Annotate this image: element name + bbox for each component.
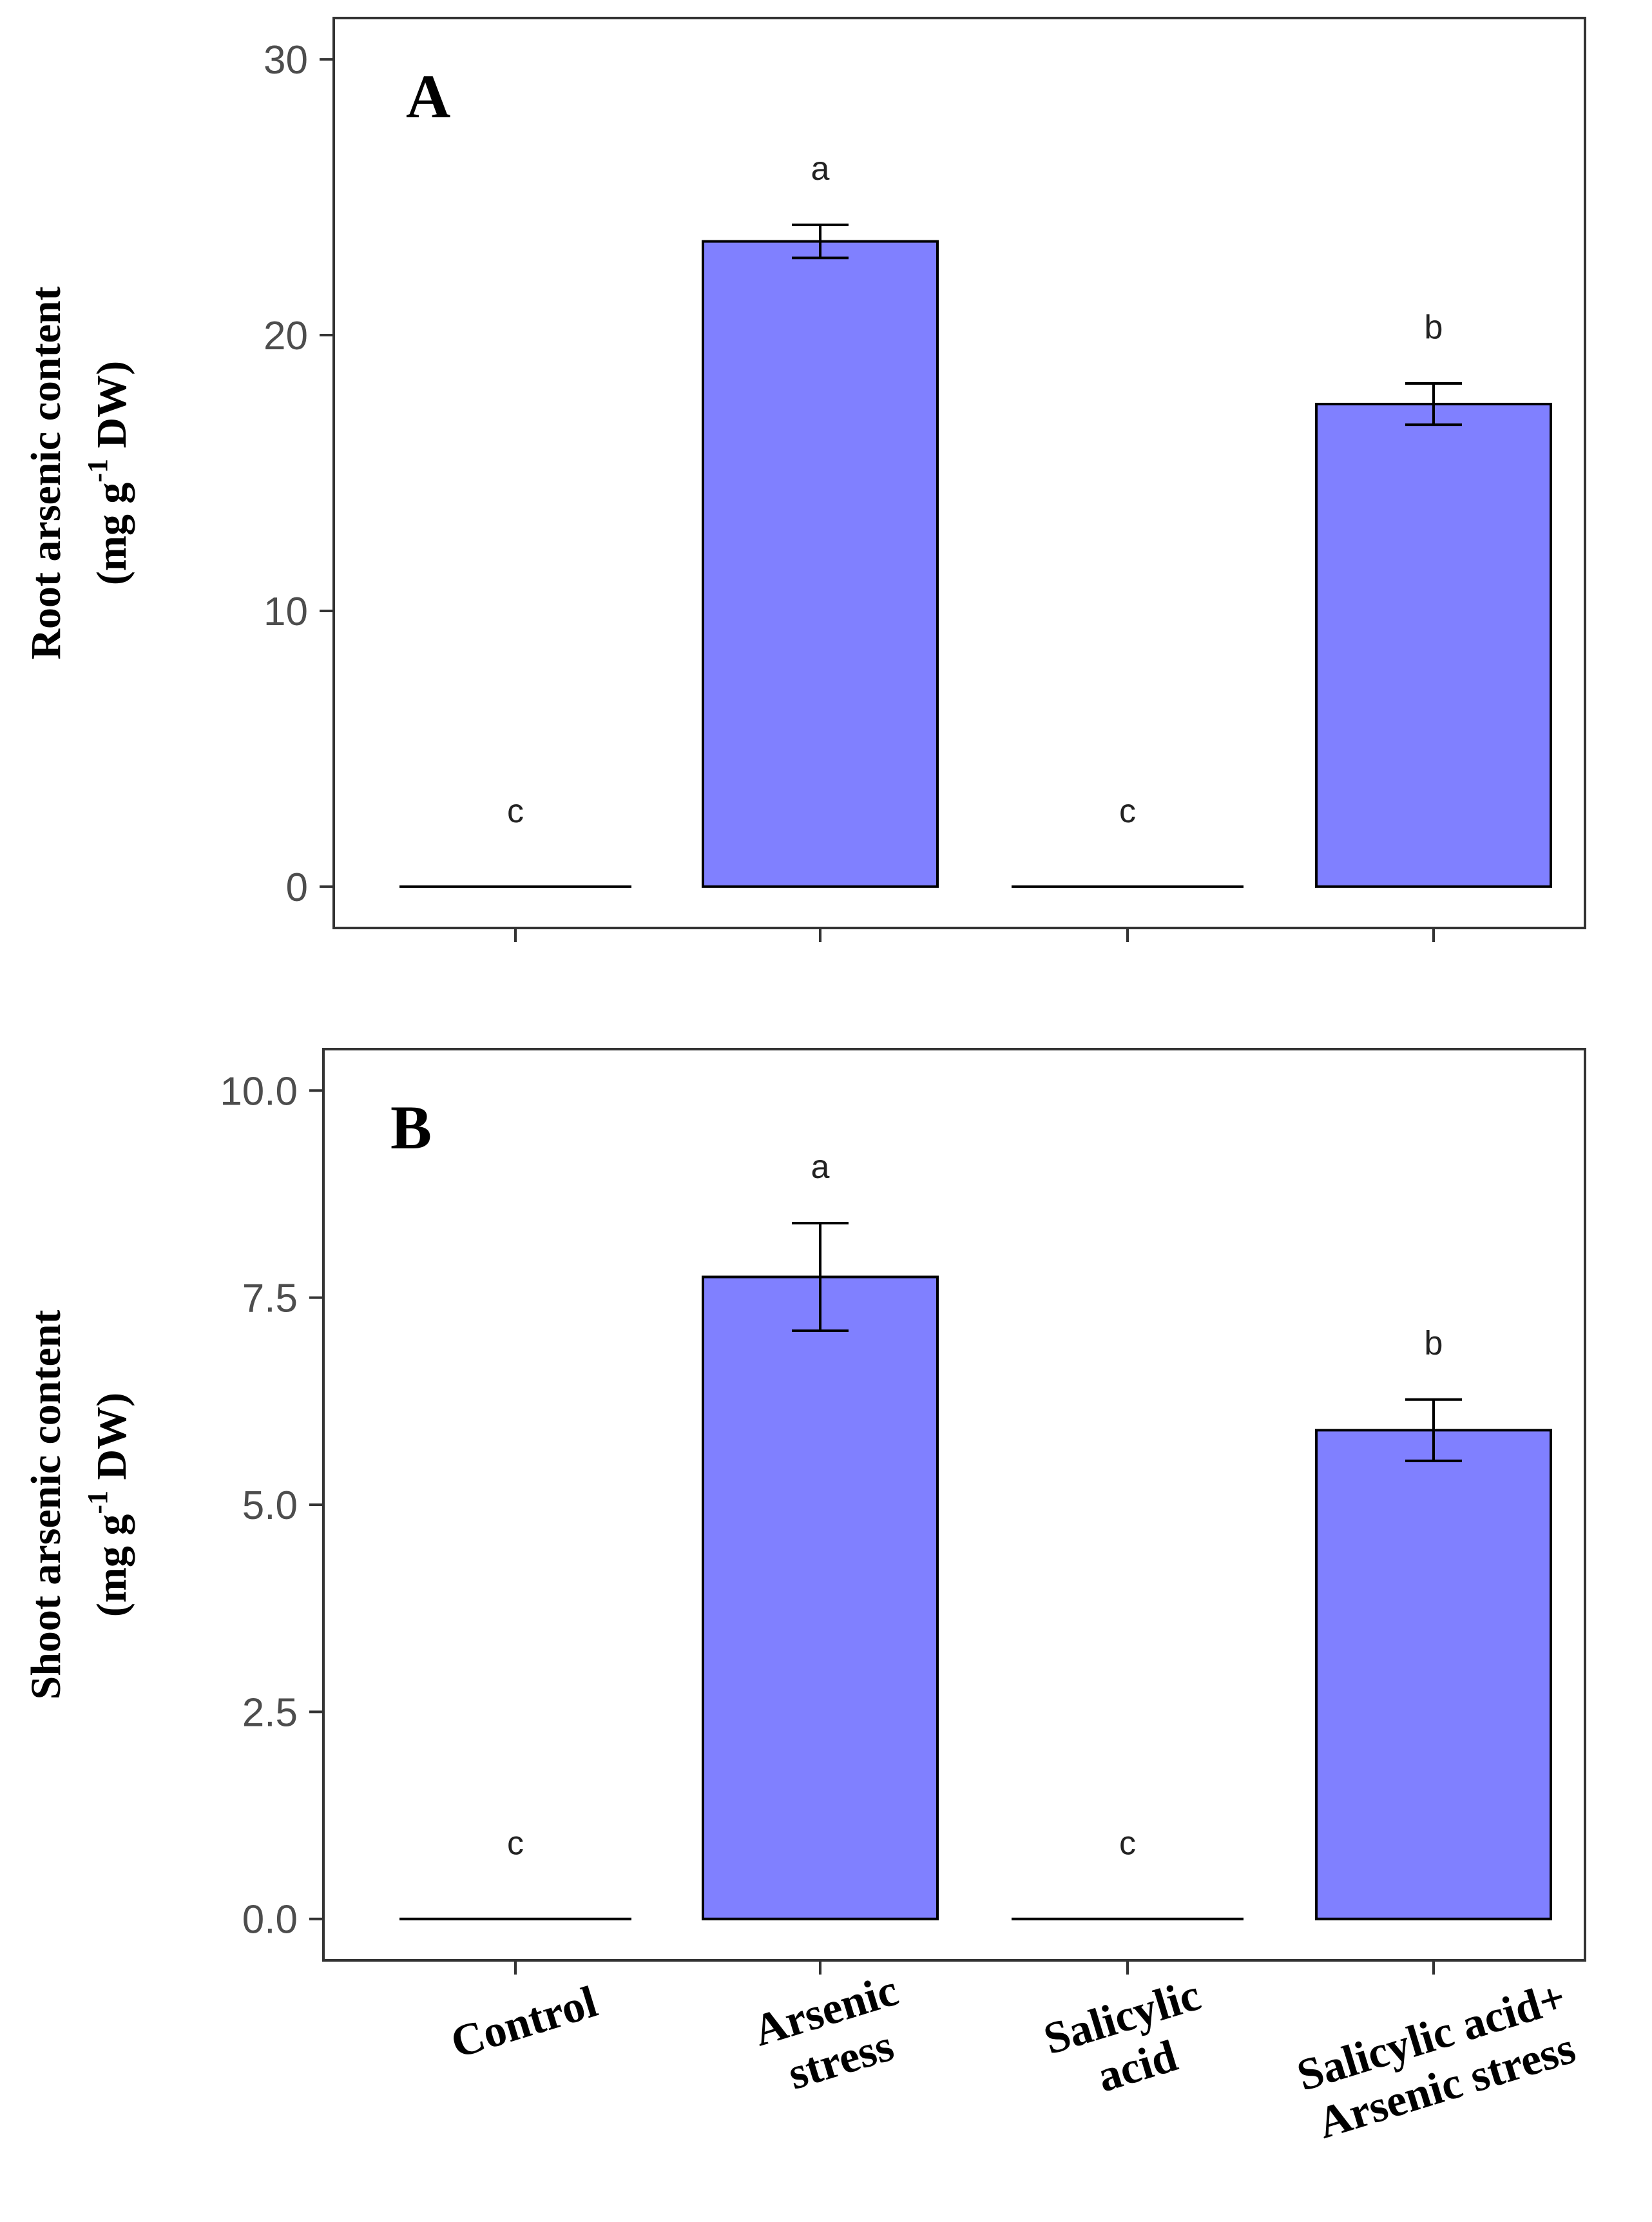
y-axis-title: Shoot arsenic content <box>23 1310 70 1700</box>
bar <box>1315 1429 1552 1920</box>
significance-letter: b <box>1425 309 1443 346</box>
significance-letter: b <box>1425 1325 1443 1362</box>
significance-letter: a <box>811 1148 830 1186</box>
significance-letter: a <box>811 150 830 188</box>
bar <box>1315 403 1552 888</box>
bar <box>702 1275 939 1920</box>
y-tick-label: 20 <box>264 314 308 358</box>
bar <box>702 240 939 888</box>
significance-letter: c <box>1119 793 1136 830</box>
y-axis-units: (mg g-1 DW) <box>82 1393 136 1617</box>
panel-label: B <box>390 1093 432 1162</box>
chart-panel-b: 0.0 2.5 5.0 7.5 10.0 c a c b B Shoot arsenic conte… <box>23 1048 1586 2149</box>
y-tick-label: 30 <box>264 38 308 82</box>
y-tick-label: 2.5 <box>242 1690 298 1735</box>
x-category-label: Control <box>445 1977 602 2068</box>
panel-label: A <box>406 62 450 131</box>
y-axis-title: Root arsenic content <box>23 286 70 659</box>
y-axis-units: (mg g-1 DW) <box>82 361 136 585</box>
y-tick-label: 5.0 <box>242 1483 298 1528</box>
x-category-label: Salicylic acid+Arsenic stress <box>1292 1972 1581 2148</box>
plot-frame <box>332 17 1586 929</box>
significance-letter: c <box>507 793 524 830</box>
y-tick-label: 7.5 <box>242 1277 298 1321</box>
significance-letter: c <box>1119 1825 1136 1862</box>
x-category-line: Control <box>445 1977 602 2068</box>
y-tick-label: 0 <box>286 865 308 910</box>
significance-letter: c <box>507 1825 524 1862</box>
y-tick-label: 10.0 <box>220 1069 298 1114</box>
y-tick-label: 0.0 <box>242 1898 298 1942</box>
chart-panel-a: 0 10 20 30 c a c b A Root arsenic content (mg g-1 … <box>23 17 1586 942</box>
y-tick-label: 10 <box>264 590 308 634</box>
